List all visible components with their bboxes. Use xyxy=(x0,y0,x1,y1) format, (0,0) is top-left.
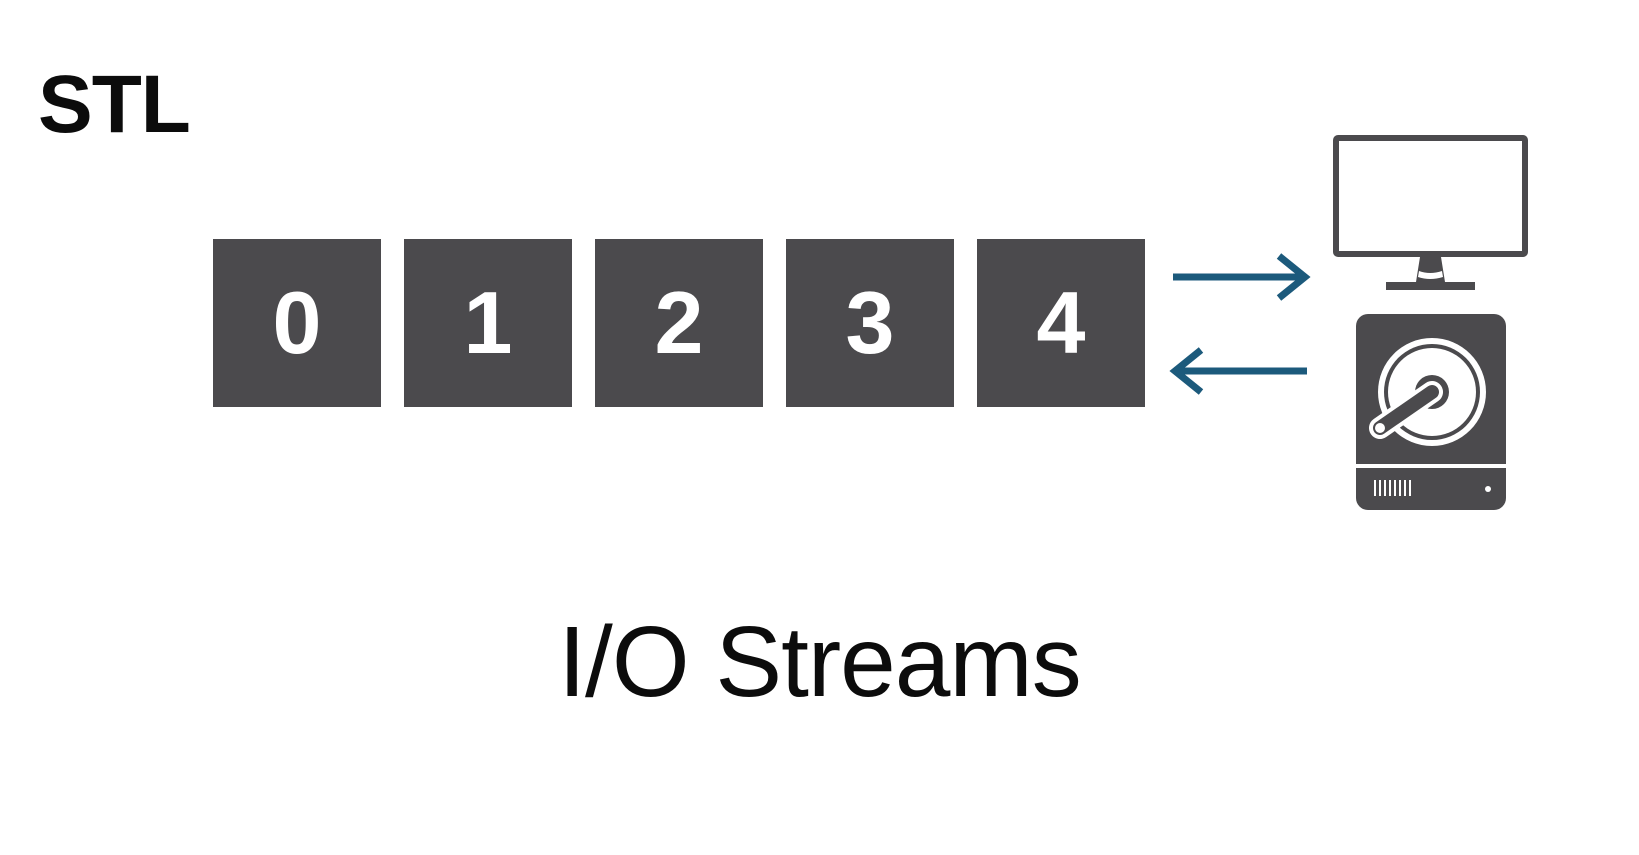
monitor-icon xyxy=(1333,135,1528,290)
array-cell-4: 4 xyxy=(977,239,1145,407)
stl-label: STL xyxy=(38,59,191,150)
array-cell-2: 2 xyxy=(595,239,763,407)
arrow-right-icon xyxy=(1173,253,1311,301)
array-cells: 0 1 2 3 4 xyxy=(213,239,1145,407)
arrow-left-icon xyxy=(1169,347,1307,395)
slide-title: I/O Streams xyxy=(558,606,1081,718)
array-cell-1: 1 xyxy=(404,239,572,407)
hard-drive-icon xyxy=(1356,314,1506,510)
array-cell-3: 3 xyxy=(786,239,954,407)
stream-arrows xyxy=(1169,253,1311,395)
array-cell-0: 0 xyxy=(213,239,381,407)
